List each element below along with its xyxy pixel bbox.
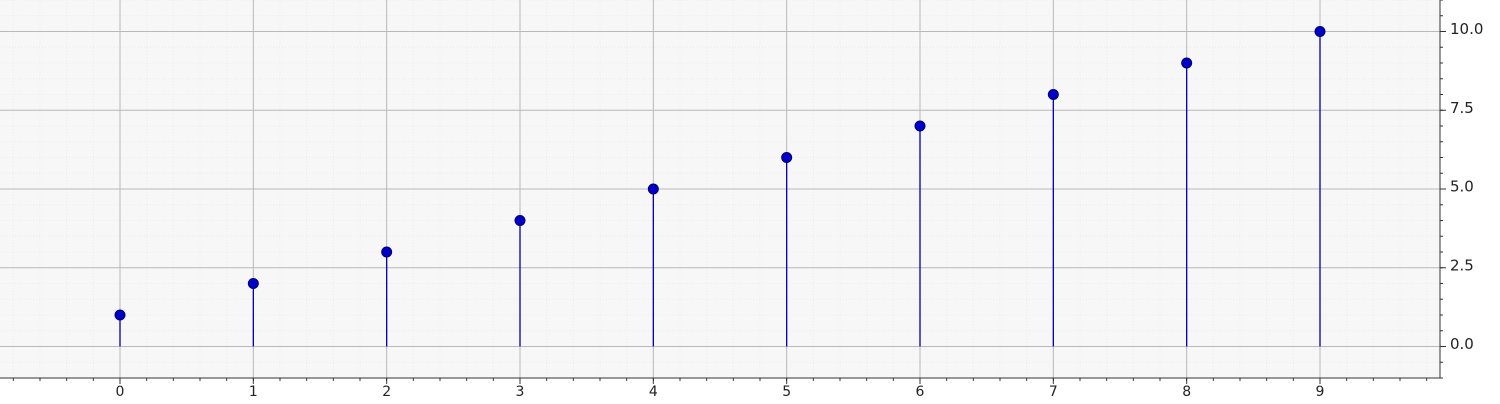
y-axis-ticks: 0.0 2.5 5.0 7.5 10.0 bbox=[1440, 0, 1483, 379]
x-tick-label: 8 bbox=[1182, 384, 1191, 400]
stem-marker bbox=[1047, 89, 1059, 100]
stem-marker bbox=[381, 246, 393, 258]
stem-marker bbox=[914, 120, 926, 132]
x-tick-label: 2 bbox=[382, 384, 391, 400]
stem-marker bbox=[247, 278, 259, 289]
x-tick-label: 4 bbox=[649, 384, 658, 400]
stem-series bbox=[114, 26, 1326, 347]
x-tick-label: 1 bbox=[249, 384, 258, 400]
x-tick-label: 9 bbox=[1316, 384, 1325, 400]
stem-marker bbox=[1181, 57, 1193, 69]
x-tick-label: 6 bbox=[916, 384, 925, 400]
y-tick-label: 7.5 bbox=[1450, 99, 1474, 117]
y-tick-label: 2.5 bbox=[1450, 256, 1474, 274]
y-tick-label: 0.0 bbox=[1450, 335, 1474, 353]
x-axis-ticks: 0 1 2 3 4 5 6 7 8 9 bbox=[12, 378, 1428, 400]
x-tick-label: 7 bbox=[1049, 384, 1058, 400]
y-tick-label: 10.0 bbox=[1450, 20, 1483, 38]
x-tick-label: 5 bbox=[782, 384, 791, 400]
stem-marker bbox=[1314, 26, 1326, 37]
y-tick-label: 5.0 bbox=[1450, 178, 1474, 196]
stem-marker bbox=[781, 152, 793, 163]
x-tick-label: 0 bbox=[116, 384, 125, 400]
stem-marker bbox=[114, 309, 126, 321]
x-tick-label: 3 bbox=[516, 384, 525, 400]
stem-marker bbox=[514, 215, 526, 226]
stem-marker bbox=[647, 183, 659, 195]
